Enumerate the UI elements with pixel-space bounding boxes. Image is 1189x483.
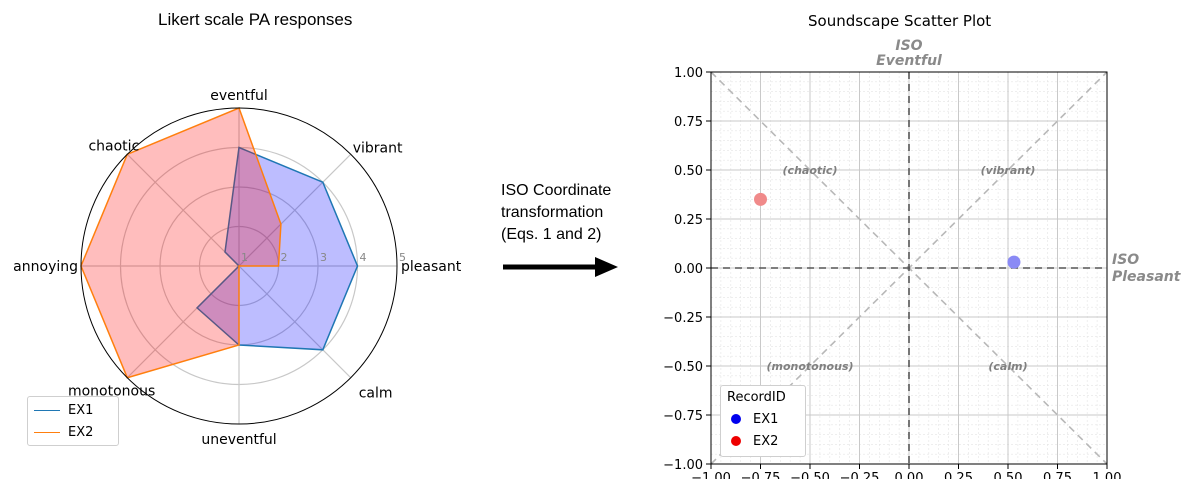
scatter-x-tick-label: 0.00 <box>895 471 924 479</box>
radar-legend-label: EX2 <box>68 424 94 440</box>
quadrant-label: (calm) <box>988 360 1027 373</box>
radar-legend-entry-ex1: EX1 <box>34 399 112 421</box>
scatter-y-tick-label: 0.00 <box>674 262 703 277</box>
radar-axis-label: calm <box>359 386 393 402</box>
radar-axis-label: chaotic <box>88 138 139 154</box>
scatter-y-tick-label: −0.75 <box>663 409 703 424</box>
scatter-legend-entry-ex1: EX1 <box>727 408 799 430</box>
scatter-y-tick-label: 1.00 <box>674 66 703 81</box>
scatter-plot-title: Soundscape Scatter Plot <box>808 12 992 30</box>
radar-legend-entry-ex2: EX2 <box>34 421 112 443</box>
radar-r-tick-label: 4 <box>360 251 367 264</box>
radar-spoke <box>126 153 240 267</box>
caption-line: (Eqs. 1 and 2) <box>501 226 602 243</box>
iso-eventful-label: Eventful <box>876 53 942 69</box>
legend-dot <box>731 436 741 446</box>
radar-axis-label: vibrant <box>353 140 403 156</box>
scatter-point-ex1 <box>1007 255 1021 269</box>
radar-axis-label: monotonous <box>68 384 155 400</box>
scatter-x-tick-label: 0.25 <box>944 471 973 479</box>
radar-chart-panel: Likert scale PA responses 1 2 3 4 5 pleasant v… <box>0 0 470 479</box>
radar-area-ex1 <box>197 147 358 350</box>
scatter-legend-label: EX1 <box>753 411 779 427</box>
scatter-x-tick-label: 0.75 <box>1043 471 1072 479</box>
scatter-legend: RecordID EX1 EX2 <box>720 385 806 457</box>
scatter-legend-title: RecordID <box>727 390 786 405</box>
legend-line-swatch <box>34 409 60 411</box>
radar-r-tick-label: 2 <box>281 251 288 264</box>
scatter-y-tick-label: −0.50 <box>663 360 703 375</box>
scatter-y-tick-label: −1.00 <box>663 458 703 473</box>
quadrant-label: (monotonous) <box>766 360 853 373</box>
radar-legend: EX1 EX2 <box>27 396 119 446</box>
caption-line: transformation <box>501 204 604 221</box>
scatter-x-tick-label: −0.50 <box>790 471 830 479</box>
radar-axis-label: eventful <box>210 88 268 104</box>
transformation-caption: ISO Coordinate transformation (Eqs. 1 an… <box>501 180 611 246</box>
radar-spoke <box>238 153 352 267</box>
radar-area-ex2 <box>81 108 281 378</box>
radar-r-tick-label: 5 <box>399 251 406 264</box>
radar-spoke <box>238 265 352 379</box>
legend-dot <box>731 414 741 424</box>
radar-axis-label: annoying <box>13 259 78 275</box>
arrow-right-icon <box>503 257 618 277</box>
scatter-legend-label: EX2 <box>753 433 779 449</box>
scatter-x-tick-label: −0.75 <box>741 471 781 479</box>
scatter-y-tick-label: 0.25 <box>674 213 703 228</box>
scatter-plot-panel: Soundscape Scatter Plot −1.00 −0.75 −0.50−… <box>630 0 1189 483</box>
radar-axis-label: uneventful <box>201 432 276 448</box>
quadrant-label: (chaotic) <box>783 164 838 177</box>
scatter-x-tick-label: 1.00 <box>1093 471 1122 479</box>
scatter-y-tick-label: 0.50 <box>674 164 703 179</box>
transformation-panel: ISO Coordinate transformation (Eqs. 1 an… <box>470 0 630 479</box>
radar-r-tick-label: 3 <box>320 251 327 264</box>
radar-legend-label: EX1 <box>68 402 94 418</box>
scatter-x-tick-label: −0.25 <box>840 471 880 479</box>
scatter-y-tick-label: 0.75 <box>674 115 703 130</box>
iso-eventful-label: ISO <box>895 38 922 54</box>
iso-pleasant-label: Pleasant <box>1112 269 1182 285</box>
quadrant-label: (vibrant) <box>981 164 1036 177</box>
iso-pleasant-label: ISO <box>1112 252 1139 268</box>
radar-chart-title: Likert scale PA responses <box>158 10 353 29</box>
radar-r-tick-label: 1 <box>241 251 248 264</box>
scatter-plot: −1.00 −0.75 −0.50 −0.25 0.00 0.25 0.50 0.75 1.00… <box>663 38 1182 483</box>
legend-line-swatch <box>34 431 60 433</box>
scatter-y-tick-label: −0.25 <box>663 311 703 326</box>
caption-line: ISO Coordinate <box>501 182 612 199</box>
scatter-x-tick-label: 0.50 <box>994 471 1023 479</box>
radar-axis-label: pleasant <box>401 259 462 275</box>
scatter-point-ex2 <box>754 192 767 206</box>
scatter-legend-entry-ex2: EX2 <box>727 430 799 452</box>
radar-outer-ring <box>80 107 398 425</box>
